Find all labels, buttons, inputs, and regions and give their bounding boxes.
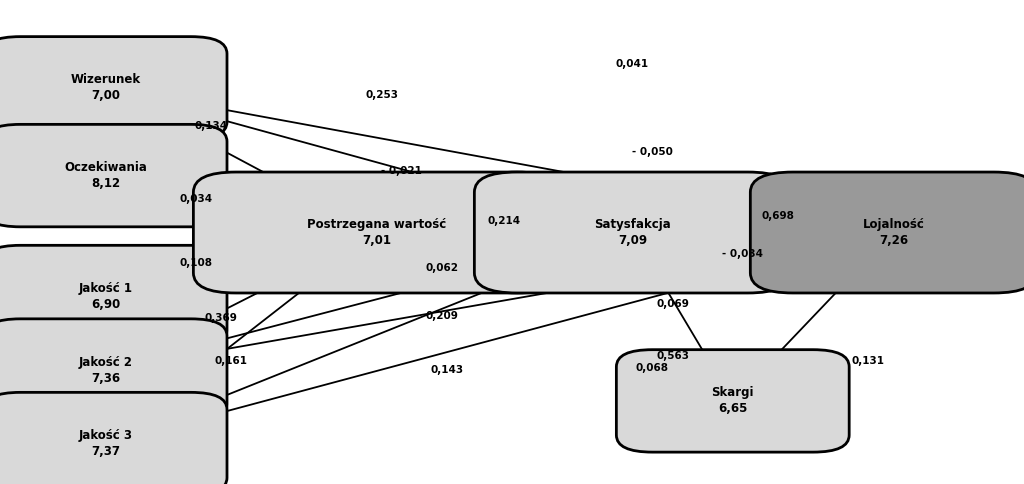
FancyBboxPatch shape: [194, 172, 560, 293]
FancyBboxPatch shape: [0, 319, 227, 421]
Text: 0,062: 0,062: [425, 263, 459, 273]
Text: 0,069: 0,069: [656, 299, 689, 309]
Text: Skargi
6,65: Skargi 6,65: [712, 386, 754, 415]
Text: 0,698: 0,698: [762, 211, 795, 221]
Text: Wizerunek
7,00: Wizerunek 7,00: [71, 74, 140, 102]
Text: - 0,034: - 0,034: [722, 249, 763, 259]
Text: 0,068: 0,068: [636, 363, 669, 373]
Text: Jakość 1
6,90: Jakość 1 6,90: [79, 282, 132, 311]
Text: 0,563: 0,563: [656, 351, 689, 361]
FancyBboxPatch shape: [751, 172, 1024, 293]
Text: 0,134: 0,134: [195, 121, 227, 131]
Text: 0,131: 0,131: [852, 356, 885, 365]
Text: 0,143: 0,143: [430, 365, 463, 375]
Text: Jakość 2
7,36: Jakość 2 7,36: [79, 356, 132, 385]
Text: - 0,050: - 0,050: [632, 147, 673, 157]
FancyBboxPatch shape: [616, 349, 849, 452]
Text: 0,253: 0,253: [365, 90, 398, 100]
FancyBboxPatch shape: [0, 393, 227, 484]
Text: 0,369: 0,369: [205, 313, 238, 323]
Text: 0,034: 0,034: [179, 194, 212, 204]
FancyBboxPatch shape: [474, 172, 791, 293]
Text: 0,209: 0,209: [425, 311, 458, 320]
Text: Lojalność
7,26: Lojalność 7,26: [862, 218, 925, 247]
Text: 0,041: 0,041: [615, 59, 649, 69]
Text: Oczekiwania
8,12: Oczekiwania 8,12: [65, 161, 147, 190]
Text: 0,214: 0,214: [487, 216, 520, 226]
Text: Satysfakcja
7,09: Satysfakcja 7,09: [594, 218, 671, 247]
Text: 0,161: 0,161: [214, 356, 248, 365]
Text: - 0,021: - 0,021: [381, 166, 422, 176]
FancyBboxPatch shape: [0, 124, 227, 227]
Text: 0,108: 0,108: [179, 258, 212, 268]
Text: Jakość 3
7,37: Jakość 3 7,37: [79, 429, 132, 458]
FancyBboxPatch shape: [0, 245, 227, 348]
Text: Postrzegana wartość
7,01: Postrzegana wartość 7,01: [307, 218, 446, 247]
FancyBboxPatch shape: [0, 37, 227, 139]
